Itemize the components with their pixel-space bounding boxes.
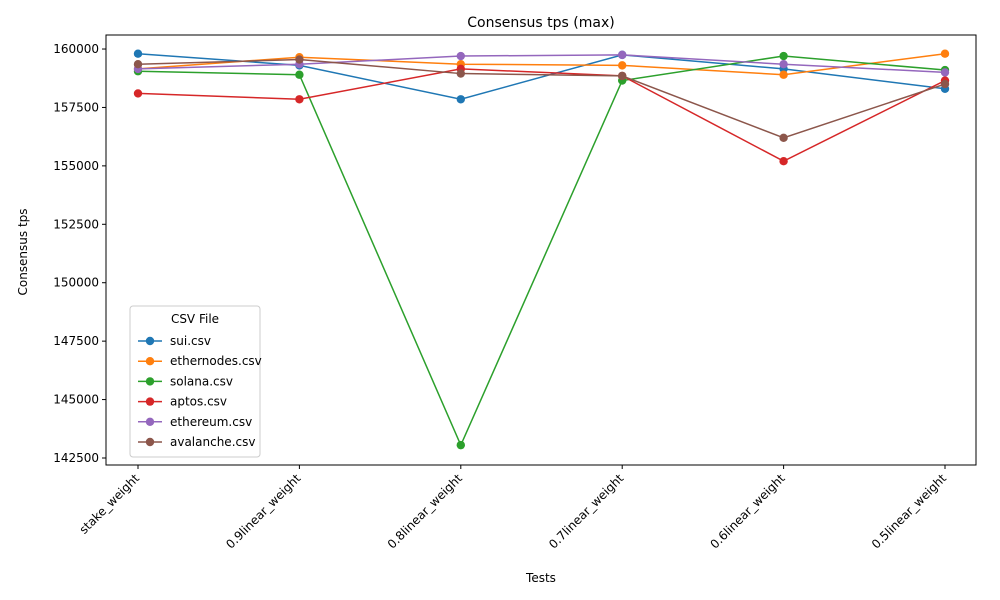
data-point (456, 95, 465, 104)
data-point (456, 51, 465, 61)
data-point (779, 133, 788, 143)
plot-area (133, 49, 950, 450)
data-point (618, 71, 627, 81)
legend-box (129, 305, 261, 458)
data-point (779, 70, 788, 79)
data-point (940, 79, 950, 89)
data-point (456, 69, 465, 78)
data-point (618, 61, 627, 70)
data-point (133, 89, 143, 98)
data-point (133, 60, 143, 69)
legend-entry: avalanche.csv (170, 435, 255, 449)
legend-entry: ethernodes.csv (170, 354, 262, 368)
legend-swatch-marker (145, 437, 155, 447)
legend-entry: aptos.csv (170, 395, 227, 409)
legend-swatch-marker (145, 357, 155, 366)
legend-entry: ethereum.csv (170, 415, 252, 429)
plot-frame (105, 34, 977, 466)
series-line-avalanche (137, 58, 946, 139)
data-point (618, 50, 627, 60)
legend: CSV File sui.csv ethernodes.csv solana.csv… (129, 305, 262, 458)
y-tick-label: 142500 (53, 451, 99, 465)
data-point (295, 95, 304, 104)
y-tick-label: 145000 (53, 393, 99, 407)
series-line-ethernodes (137, 52, 946, 76)
y-tick-label: 147500 (53, 334, 99, 348)
data-point (295, 70, 304, 79)
y-tick-label: 152500 (53, 217, 99, 231)
x-axis-title: Tests (525, 571, 556, 585)
series-line-sui (137, 52, 946, 101)
data-point (940, 68, 950, 77)
series-line-aptos (137, 68, 946, 163)
data-point (133, 49, 143, 58)
data-point (295, 55, 304, 64)
legend-entry: solana.csv (170, 374, 233, 388)
data-point (779, 156, 788, 166)
data-point (779, 60, 788, 69)
legend-title: CSV File (171, 312, 219, 326)
legend-swatch-marker (145, 397, 155, 406)
data-point (940, 49, 950, 58)
data-point (779, 51, 788, 61)
legend-swatch-marker (145, 417, 155, 426)
y-axis-title: Consensus tps (16, 208, 30, 295)
legend-swatch-marker (145, 336, 155, 346)
y-tick-label: 157500 (53, 100, 99, 114)
series-line-ethereum (137, 54, 946, 74)
legend-swatch-marker (145, 377, 155, 386)
data-point (456, 440, 465, 450)
y-tick-label: 160000 (53, 42, 99, 56)
legend-entry: sui.csv (170, 334, 211, 348)
y-tick-label: 150000 (53, 276, 99, 290)
series-line-solana (137, 55, 946, 448)
y-tick-label: 155000 (53, 159, 99, 173)
chart-title: Consensus tps (max) (467, 15, 614, 31)
